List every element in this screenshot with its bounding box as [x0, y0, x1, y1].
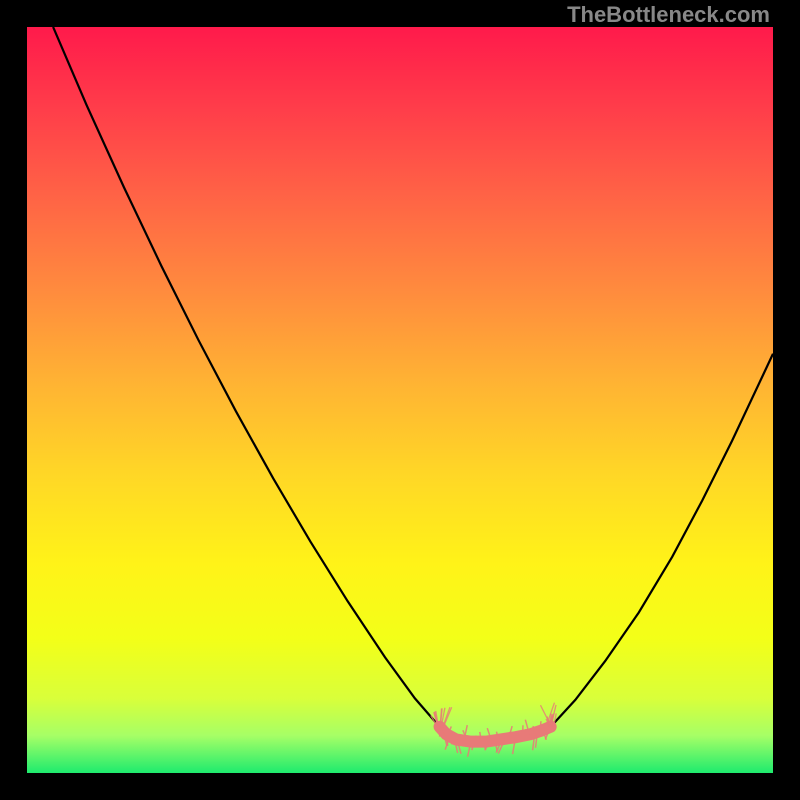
curve-right-branch [551, 354, 773, 727]
curve-layer [27, 27, 773, 773]
plot-area [27, 27, 773, 773]
curve-left-branch [53, 27, 439, 727]
watermark-text: TheBottleneck.com [567, 2, 770, 28]
